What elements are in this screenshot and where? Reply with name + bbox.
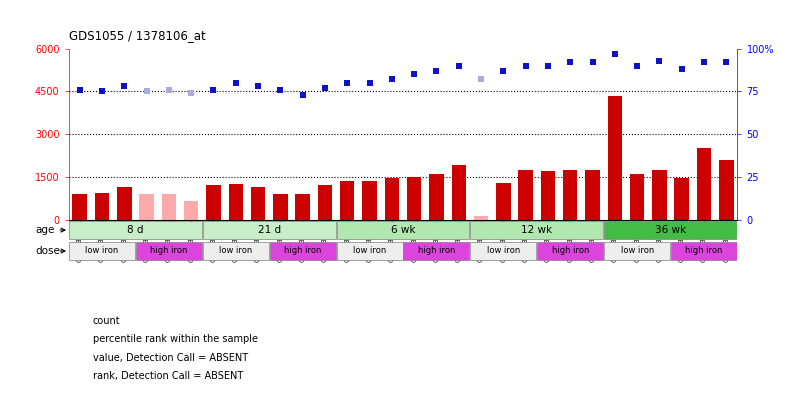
Bar bbox=[229, 184, 243, 220]
Text: low iron: low iron bbox=[353, 247, 386, 256]
FancyBboxPatch shape bbox=[270, 242, 335, 260]
Text: value, Detection Call = ABSENT: value, Detection Call = ABSENT bbox=[93, 353, 247, 362]
Bar bbox=[117, 187, 131, 220]
Bar bbox=[608, 96, 622, 220]
Bar bbox=[206, 185, 221, 220]
Text: low iron: low iron bbox=[85, 247, 118, 256]
Bar bbox=[518, 170, 533, 220]
FancyBboxPatch shape bbox=[471, 242, 536, 260]
Bar bbox=[296, 194, 310, 220]
Text: high iron: high iron bbox=[551, 247, 589, 256]
Bar bbox=[719, 160, 733, 220]
Bar bbox=[73, 194, 87, 220]
Text: GDS1055 / 1378106_at: GDS1055 / 1378106_at bbox=[69, 30, 206, 43]
Bar bbox=[251, 187, 265, 220]
Bar bbox=[340, 181, 355, 220]
Bar bbox=[162, 194, 176, 220]
Bar bbox=[451, 166, 466, 220]
FancyBboxPatch shape bbox=[671, 242, 737, 260]
Bar bbox=[474, 216, 488, 220]
Bar bbox=[652, 170, 667, 220]
Bar bbox=[407, 177, 422, 220]
Text: 6 wk: 6 wk bbox=[391, 225, 415, 235]
FancyBboxPatch shape bbox=[604, 221, 737, 239]
Bar bbox=[95, 192, 109, 220]
FancyBboxPatch shape bbox=[538, 242, 603, 260]
Bar bbox=[697, 148, 711, 220]
Bar bbox=[363, 181, 376, 220]
FancyBboxPatch shape bbox=[203, 242, 268, 260]
FancyBboxPatch shape bbox=[69, 242, 135, 260]
Text: 36 wk: 36 wk bbox=[655, 225, 686, 235]
Bar bbox=[496, 183, 510, 220]
FancyBboxPatch shape bbox=[604, 242, 670, 260]
FancyBboxPatch shape bbox=[69, 221, 202, 239]
FancyBboxPatch shape bbox=[404, 242, 469, 260]
Bar bbox=[139, 194, 154, 220]
Bar bbox=[273, 194, 288, 220]
Bar bbox=[563, 170, 577, 220]
Text: low iron: low iron bbox=[621, 247, 654, 256]
Bar bbox=[184, 201, 198, 220]
Text: age: age bbox=[35, 225, 55, 235]
Text: rank, Detection Call = ABSENT: rank, Detection Call = ABSENT bbox=[93, 371, 243, 381]
Bar bbox=[541, 171, 555, 220]
Text: low iron: low iron bbox=[487, 247, 520, 256]
Text: 8 d: 8 d bbox=[127, 225, 143, 235]
Text: count: count bbox=[93, 316, 120, 326]
Text: low iron: low iron bbox=[219, 247, 252, 256]
Bar bbox=[430, 174, 443, 220]
Bar bbox=[384, 178, 399, 220]
FancyBboxPatch shape bbox=[337, 221, 469, 239]
Text: dose: dose bbox=[35, 246, 60, 256]
FancyBboxPatch shape bbox=[136, 242, 202, 260]
Text: high iron: high iron bbox=[418, 247, 455, 256]
Text: high iron: high iron bbox=[150, 247, 188, 256]
Text: 12 wk: 12 wk bbox=[521, 225, 552, 235]
Bar bbox=[675, 178, 689, 220]
Text: 21 d: 21 d bbox=[258, 225, 280, 235]
FancyBboxPatch shape bbox=[203, 221, 335, 239]
Text: percentile rank within the sample: percentile rank within the sample bbox=[93, 335, 258, 344]
Bar bbox=[585, 170, 600, 220]
Bar bbox=[318, 185, 332, 220]
Text: high iron: high iron bbox=[685, 247, 723, 256]
FancyBboxPatch shape bbox=[471, 221, 603, 239]
Text: high iron: high iron bbox=[284, 247, 322, 256]
Bar bbox=[630, 174, 644, 220]
FancyBboxPatch shape bbox=[337, 242, 402, 260]
